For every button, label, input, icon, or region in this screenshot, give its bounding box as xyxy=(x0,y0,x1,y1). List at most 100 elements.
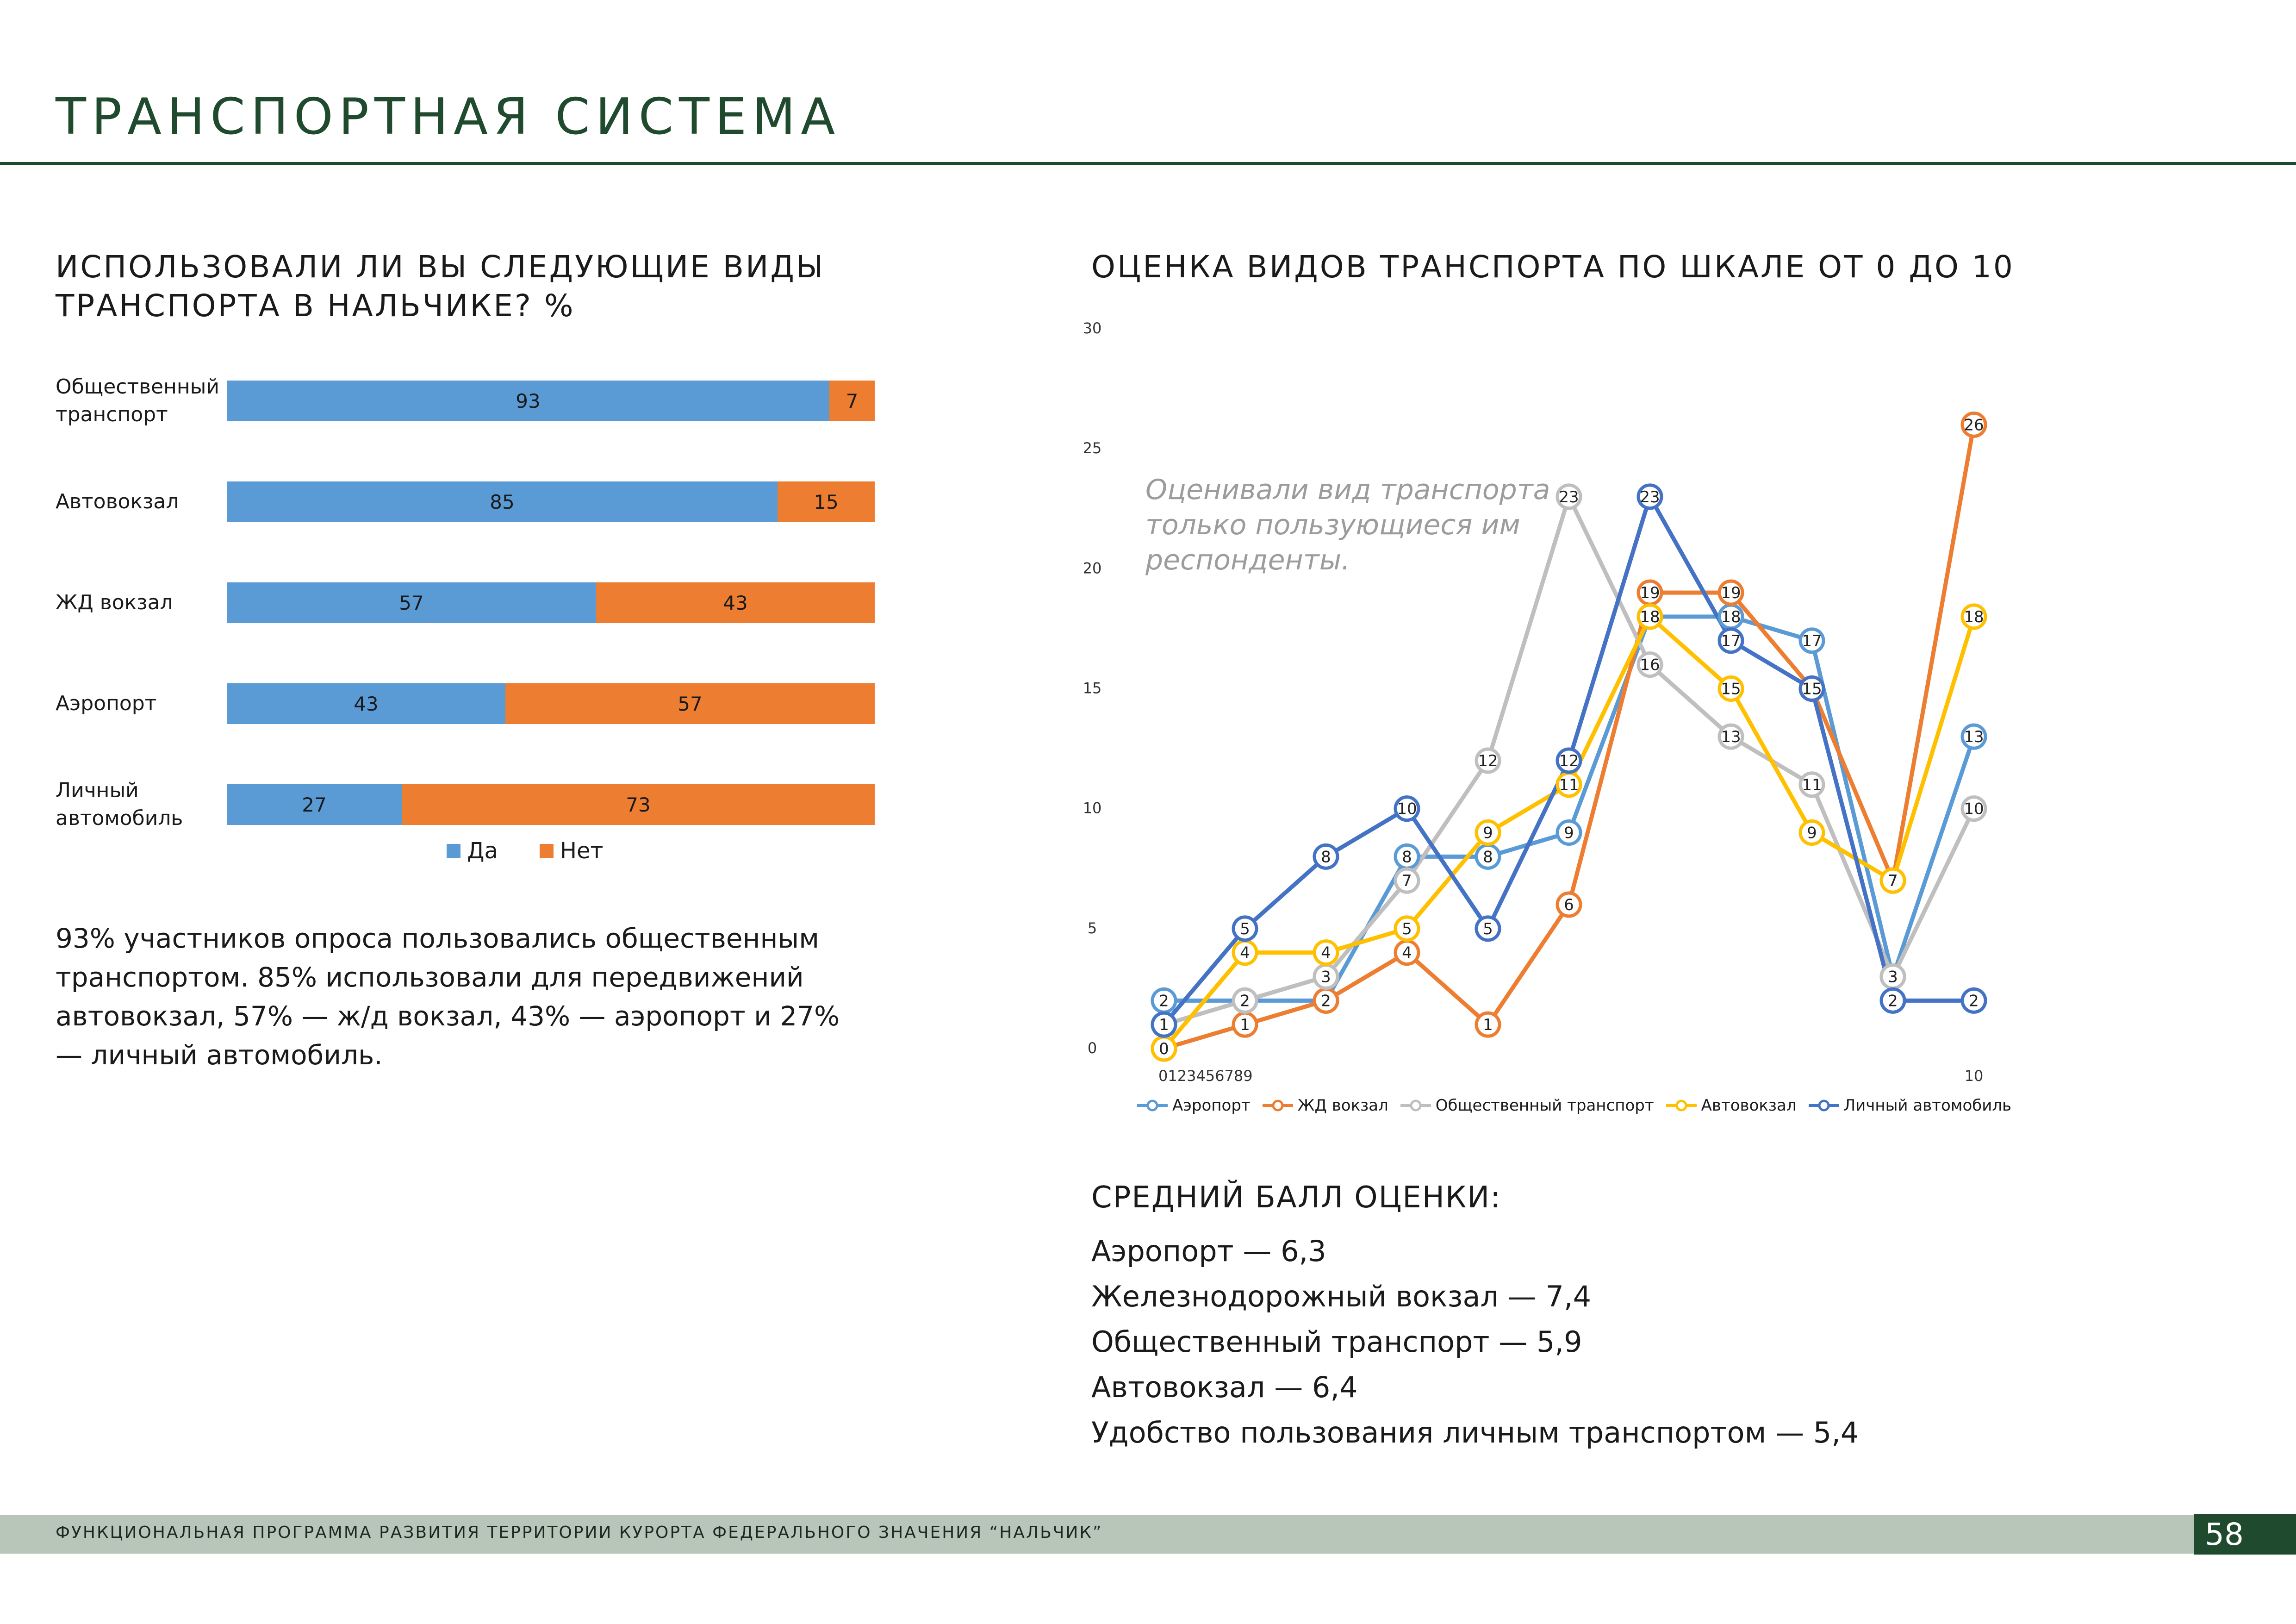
average-scores: СРЕДНИЙ БАЛЛ ОЦЕНКИ: Аэропорт — 6,3 Желе… xyxy=(1091,1181,1859,1455)
series-point xyxy=(1717,675,1744,702)
series-point xyxy=(1636,483,1663,510)
bar-legend-item: Нет xyxy=(539,838,604,864)
series-point xyxy=(1556,483,1582,510)
bar-segment-no: 57 xyxy=(505,683,875,724)
bar-segment-no: 73 xyxy=(402,784,875,825)
bar-category-label: Аэропорт xyxy=(56,690,156,718)
bar-row: 57 43 xyxy=(227,582,875,623)
series-point xyxy=(1556,891,1582,918)
data-label: 11 xyxy=(1802,776,1822,794)
bar-row: 93 7 xyxy=(227,381,875,421)
series-point xyxy=(1313,843,1339,870)
series-point xyxy=(1960,411,1987,438)
bar-category-label: Автовокзал xyxy=(56,488,179,516)
data-label: 6 xyxy=(1564,896,1574,914)
bar-segment-yes: 85 xyxy=(227,481,778,522)
series-point xyxy=(1232,915,1258,942)
average-score-railway: Железнодорожный вокзал — 7,4 xyxy=(1091,1280,1592,1313)
y-axis-tick-label: 0 xyxy=(1088,1039,1097,1057)
bar-segment-no: 7 xyxy=(829,381,875,421)
data-label: 3 xyxy=(1888,968,1898,987)
data-label: 18 xyxy=(1640,608,1660,626)
series-point xyxy=(1798,819,1825,846)
data-label: 4 xyxy=(1240,944,1250,962)
series-point xyxy=(1556,819,1582,846)
series-point xyxy=(1717,627,1744,654)
data-label: 2 xyxy=(1969,992,1979,1010)
series-point xyxy=(1313,939,1339,966)
stacked-bar-chart: Общественный транспорт 93 7 Автовокзал 85 15 ЖД… xyxy=(56,366,879,880)
x-axis-tick-label-last: 10 xyxy=(1965,1067,1984,1085)
average-score-bus-station: Автовокзал — 6,4 xyxy=(1091,1370,1358,1404)
line-legend-label: ЖД вокзал xyxy=(1297,1096,1388,1115)
bar-category-label: ЖД вокзал xyxy=(56,589,173,617)
average-score-public-transport: Общественный транспорт — 5,9 xyxy=(1091,1325,1582,1359)
data-label: 3 xyxy=(1321,968,1331,987)
data-label: 15 xyxy=(1802,680,1822,699)
bar-chart-heading-line-2: ТРАНСПОРТА В НАЛЬЧИКЕ? % xyxy=(56,288,575,324)
line-legend-marker xyxy=(1262,1099,1293,1112)
data-label: 13 xyxy=(1964,728,1984,746)
bar-row: 85 15 xyxy=(227,481,875,522)
data-label: 23 xyxy=(1640,488,1660,506)
series-point xyxy=(1636,651,1663,678)
bar-segment-no: 43 xyxy=(596,582,875,623)
series-point xyxy=(1960,987,1987,1014)
data-label: 15 xyxy=(1721,680,1741,699)
line-legend-marker xyxy=(1808,1099,1839,1112)
line-legend-label: Личный автомобиль xyxy=(1843,1096,2012,1115)
series-point xyxy=(1636,603,1663,630)
bar-chart-heading: ИСПОЛЬЗОВАЛИ ЛИ ВЫ СЛЕДУЮЩИЕ ВИДЫ ТРАНСП… xyxy=(56,248,825,325)
series-point xyxy=(1879,867,1906,894)
data-label: 1 xyxy=(1159,1016,1169,1034)
series-point xyxy=(1475,819,1501,846)
line-chart-note: Оценивали вид транспорта только пользующ… xyxy=(1145,474,1550,576)
bar-chart-heading-line-1: ИСПОЛЬЗОВАЛИ ЛИ ВЫ СЛЕДУЮЩИЕ ВИДЫ xyxy=(56,249,825,285)
data-label: 8 xyxy=(1321,848,1331,866)
line-legend-label: Аэропорт xyxy=(1172,1096,1251,1115)
x-axis-tick-labels: 0123456789 xyxy=(1158,1067,1253,1085)
data-label: 2 xyxy=(1240,992,1250,1010)
data-label: 10 xyxy=(1964,800,1984,818)
y-axis-tick-label: 5 xyxy=(1088,919,1097,937)
bar-legend-label: Да xyxy=(467,838,498,864)
bar-value-label: 43 xyxy=(354,692,379,715)
data-label: 13 xyxy=(1721,728,1741,746)
series-point xyxy=(1394,795,1420,822)
bar-value-label: 15 xyxy=(814,490,839,513)
bar-value-label: 73 xyxy=(626,793,651,816)
data-label: 18 xyxy=(1640,608,1660,626)
footer-band xyxy=(0,1515,2194,1554)
series-point xyxy=(1960,723,1987,750)
series-point xyxy=(1717,579,1744,606)
data-label: 19 xyxy=(1640,584,1660,602)
data-label: 1 xyxy=(1483,1016,1493,1034)
data-label: 7 xyxy=(1402,872,1412,890)
data-label: 12 xyxy=(1559,752,1579,770)
data-label: 9 xyxy=(1564,824,1574,843)
series-point xyxy=(1475,747,1501,774)
line-legend-label: Общественный транспорт xyxy=(1435,1096,1654,1115)
series-line xyxy=(1164,614,1976,1003)
data-label: 1 xyxy=(1159,1016,1169,1034)
data-label: 8 xyxy=(1402,848,1412,866)
data-label: 5 xyxy=(1483,920,1493,938)
data-label: 2 xyxy=(1321,992,1331,1010)
average-scores-title: СРЕДНИЙ БАЛЛ ОЦЕНКИ: xyxy=(1091,1181,1501,1215)
data-label: 5 xyxy=(1240,920,1250,938)
page-number: 58 xyxy=(2194,1514,2296,1555)
bar-legend-swatch xyxy=(539,844,554,858)
bar-category-label-line: Аэропорт xyxy=(56,692,157,715)
series-point xyxy=(1798,771,1825,798)
data-label: 4 xyxy=(1321,944,1331,962)
data-label: 0 xyxy=(1159,1040,1169,1058)
bar-category-label-line: Автовокзал xyxy=(56,490,179,513)
bar-legend-swatch xyxy=(447,844,460,858)
series-point xyxy=(1798,675,1825,702)
data-label: 23 xyxy=(1559,488,1579,506)
bar-value-label: 57 xyxy=(678,692,703,715)
data-label: 16 xyxy=(1640,656,1660,675)
bar-chart-legend: Да Нет xyxy=(447,838,645,864)
line-legend-item: Личный автомобиль xyxy=(1808,1096,2012,1115)
footer-text: ФУНКЦИОНАЛЬНАЯ ПРОГРАММА РАЗВИТИЯ ТЕРРИТ… xyxy=(56,1523,1103,1542)
